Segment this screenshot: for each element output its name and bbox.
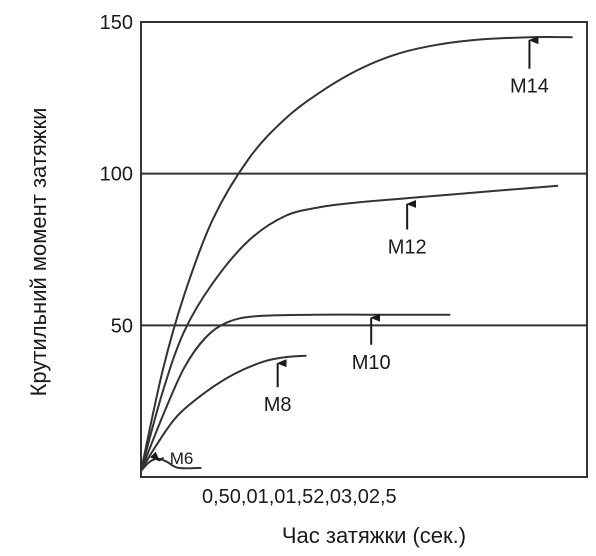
label-m6: M6 (170, 449, 194, 468)
reference-lines (141, 172, 587, 327)
y-tick-label-50: 50 (111, 315, 133, 337)
y-tick-labels: 50 100 150 (100, 12, 133, 337)
torque-curves (140, 35, 573, 472)
curve-m10 (140, 313, 451, 472)
label-arrows (150, 36, 539, 462)
x-axis-title: Час затяжки (сек.) (282, 523, 466, 548)
x-tick-labels: 0,50,01,01,52,03,02,5 (202, 486, 397, 508)
plot-frame (140, 21, 588, 478)
arrow-m6 (150, 451, 164, 462)
curve-m6 (140, 457, 202, 472)
y-axis-title: Крутильний момент затяжки (26, 108, 51, 397)
curve-m12 (140, 184, 559, 472)
y-tick-label-150: 150 (100, 12, 133, 34)
curve-labels: M14 M12 M10 M8 M6 (170, 76, 549, 468)
curve-m8 (140, 354, 307, 472)
label-m10: M10 (352, 352, 391, 374)
y-tick-label-100: 100 (100, 164, 133, 186)
label-m12: M12 (388, 237, 427, 259)
label-m8: M8 (264, 394, 292, 416)
label-m14: M14 (510, 76, 549, 98)
curve-m14 (140, 35, 573, 472)
